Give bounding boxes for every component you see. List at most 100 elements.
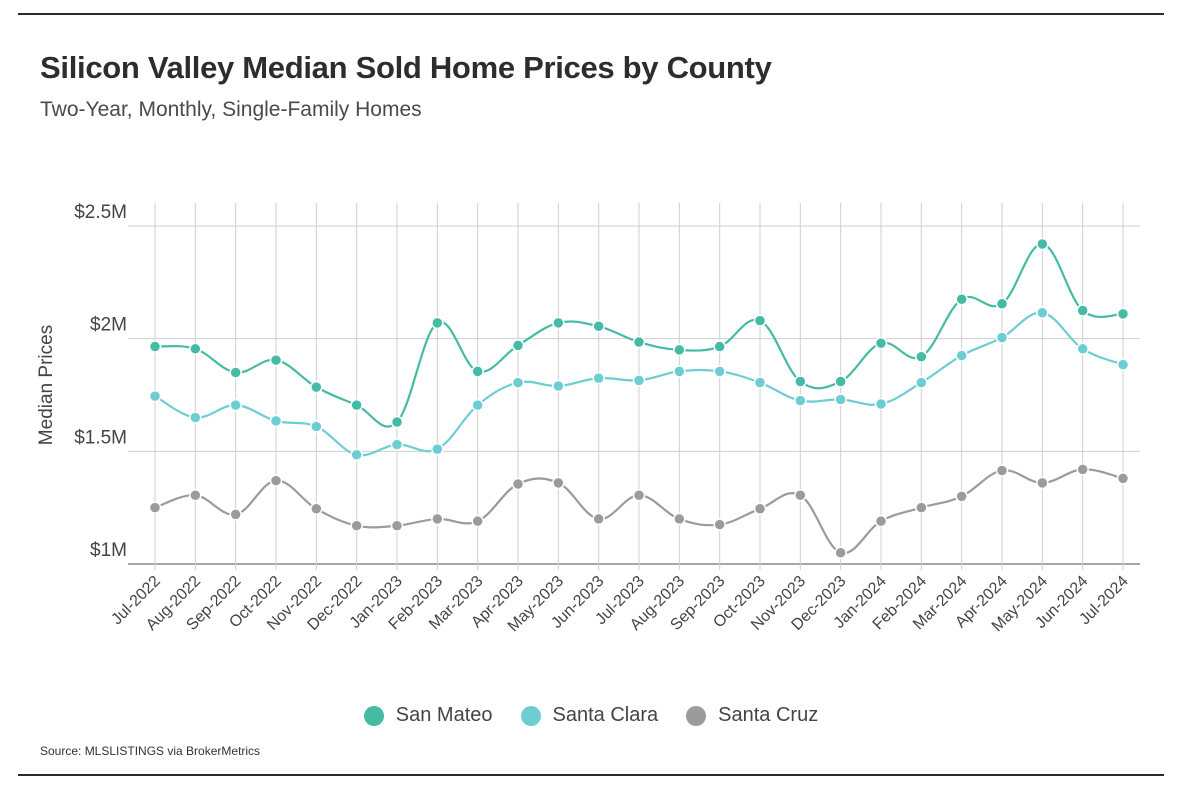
santa-cruz-point (310, 502, 323, 516)
santa-cruz-point (673, 512, 686, 526)
santa-cruz-point (753, 502, 767, 516)
san-mateo-point (552, 316, 565, 330)
santa-clara-point (632, 374, 646, 387)
santa-clara-point (390, 438, 404, 451)
series-group (148, 237, 1130, 559)
santa-cruz-point (1116, 472, 1130, 485)
san-mateo-point (229, 366, 242, 379)
y-axis: $1M $1.5M $2M $2.5M (74, 202, 127, 561)
legend-swatch-santa-cruz (686, 705, 707, 726)
santa-cruz-point (915, 501, 928, 514)
santa-clara-point (552, 379, 565, 393)
santa-clara-point (1076, 342, 1089, 356)
grid (128, 203, 1140, 570)
santa-clara-point (471, 398, 484, 412)
santa-cruz-point (350, 519, 363, 532)
santa-clara-point (350, 448, 363, 461)
santa-clara-point (1036, 306, 1049, 320)
y-tick-label: $2.5M (74, 202, 127, 223)
santa-clara-point (189, 411, 202, 424)
santa-clara-point (794, 394, 807, 407)
san-mateo-point (592, 320, 605, 333)
santa-cruz-point (471, 514, 484, 528)
santa-cruz-point (874, 514, 888, 528)
legend-swatch-san-mateo (363, 705, 384, 726)
san-mateo-point (874, 336, 888, 350)
san-mateo-point (794, 375, 807, 388)
santa-clara-point (592, 371, 605, 385)
san-mateo-point (995, 297, 1009, 310)
source-note: Source: MLSLISTINGS via BrokerMetrics (40, 744, 261, 758)
santa-cruz-point (229, 508, 242, 521)
santa-cruz-point (431, 512, 444, 526)
santa-clara-point (310, 420, 323, 433)
san-mateo-point (189, 342, 202, 356)
y-tick-label: $2M (90, 315, 127, 336)
santa-clara-point (148, 389, 162, 403)
san-mateo-point (310, 380, 323, 394)
santa-cruz-point (1076, 463, 1089, 476)
santa-cruz-point (955, 490, 968, 503)
y-tick-label: $1M (90, 540, 127, 561)
legend-label: Santa Cruz (718, 704, 819, 726)
bottom-rule (18, 774, 1164, 776)
series-santa-clara (148, 306, 1130, 461)
san-mateo-point (955, 292, 968, 306)
san-mateo-point (1036, 237, 1049, 251)
san-mateo-point (915, 350, 928, 363)
santa-cruz-point (592, 512, 605, 526)
san-mateo-point (511, 339, 525, 352)
santa-cruz-point (995, 464, 1009, 477)
san-mateo-point (269, 353, 283, 367)
san-mateo-point (390, 415, 404, 429)
series-santa-cruz (148, 463, 1130, 559)
san-mateo-point (1116, 307, 1130, 321)
san-mateo-point (148, 340, 162, 353)
legend-item-santa-clara: Santa Clara (520, 704, 659, 727)
san-mateo-point (753, 314, 767, 327)
legend-label: San Mateo (395, 704, 493, 726)
santa-cruz-point (511, 477, 525, 491)
santa-cruz-point (552, 476, 565, 490)
chart-title: Silicon Valley Median Sold Home Prices b… (40, 50, 772, 85)
santa-clara-point (995, 331, 1009, 344)
legend-item-santa-cruz: Santa Cruz (686, 704, 818, 727)
santa-clara-point (713, 365, 726, 378)
santa-clara-point (431, 442, 444, 456)
san-mateo-point (713, 340, 726, 353)
santa-cruz-point (269, 474, 283, 487)
legend-item-san-mateo: San Mateo (363, 704, 493, 727)
santa-cruz-point (189, 489, 202, 502)
san-mateo-point (350, 398, 363, 412)
san-mateo-point (471, 365, 484, 378)
santa-cruz-point (794, 489, 807, 502)
santa-clara-point (955, 349, 968, 362)
santa-cruz-point (148, 501, 162, 514)
series-san-mateo (148, 237, 1130, 429)
santa-clara-point (511, 376, 525, 389)
legend-label: Santa Clara (552, 704, 659, 726)
santa-cruz-point (632, 489, 646, 502)
santa-clara-point (1116, 358, 1130, 371)
santa-cruz-point (390, 519, 404, 532)
san-mateo-point (834, 375, 847, 388)
x-axis: Jul-2022Aug-2022Sep-2022Oct-2022Nov-2022… (108, 573, 1131, 635)
san-mateo-point (431, 316, 444, 330)
santa-clara-point (915, 376, 928, 389)
santa-cruz-point (713, 518, 726, 531)
santa-cruz-point (834, 546, 847, 559)
y-tick-label: $1.5M (74, 427, 127, 448)
san-mateo-point (632, 335, 646, 349)
legend: San Mateo Santa Clara Santa Cruz (0, 704, 1182, 727)
santa-clara-point (834, 393, 847, 406)
top-rule (18, 13, 1164, 15)
chart-subtitle: Two-Year, Monthly, Single-Family Homes (40, 98, 422, 121)
santa-cruz-point (1036, 476, 1049, 490)
san-mateo-point (673, 343, 686, 357)
santa-clara-point (673, 365, 686, 378)
santa-clara-point (874, 397, 888, 411)
san-mateo-point (1076, 304, 1089, 317)
santa-clara-point (269, 414, 283, 428)
y-axis-label: Median Prices (36, 325, 57, 445)
